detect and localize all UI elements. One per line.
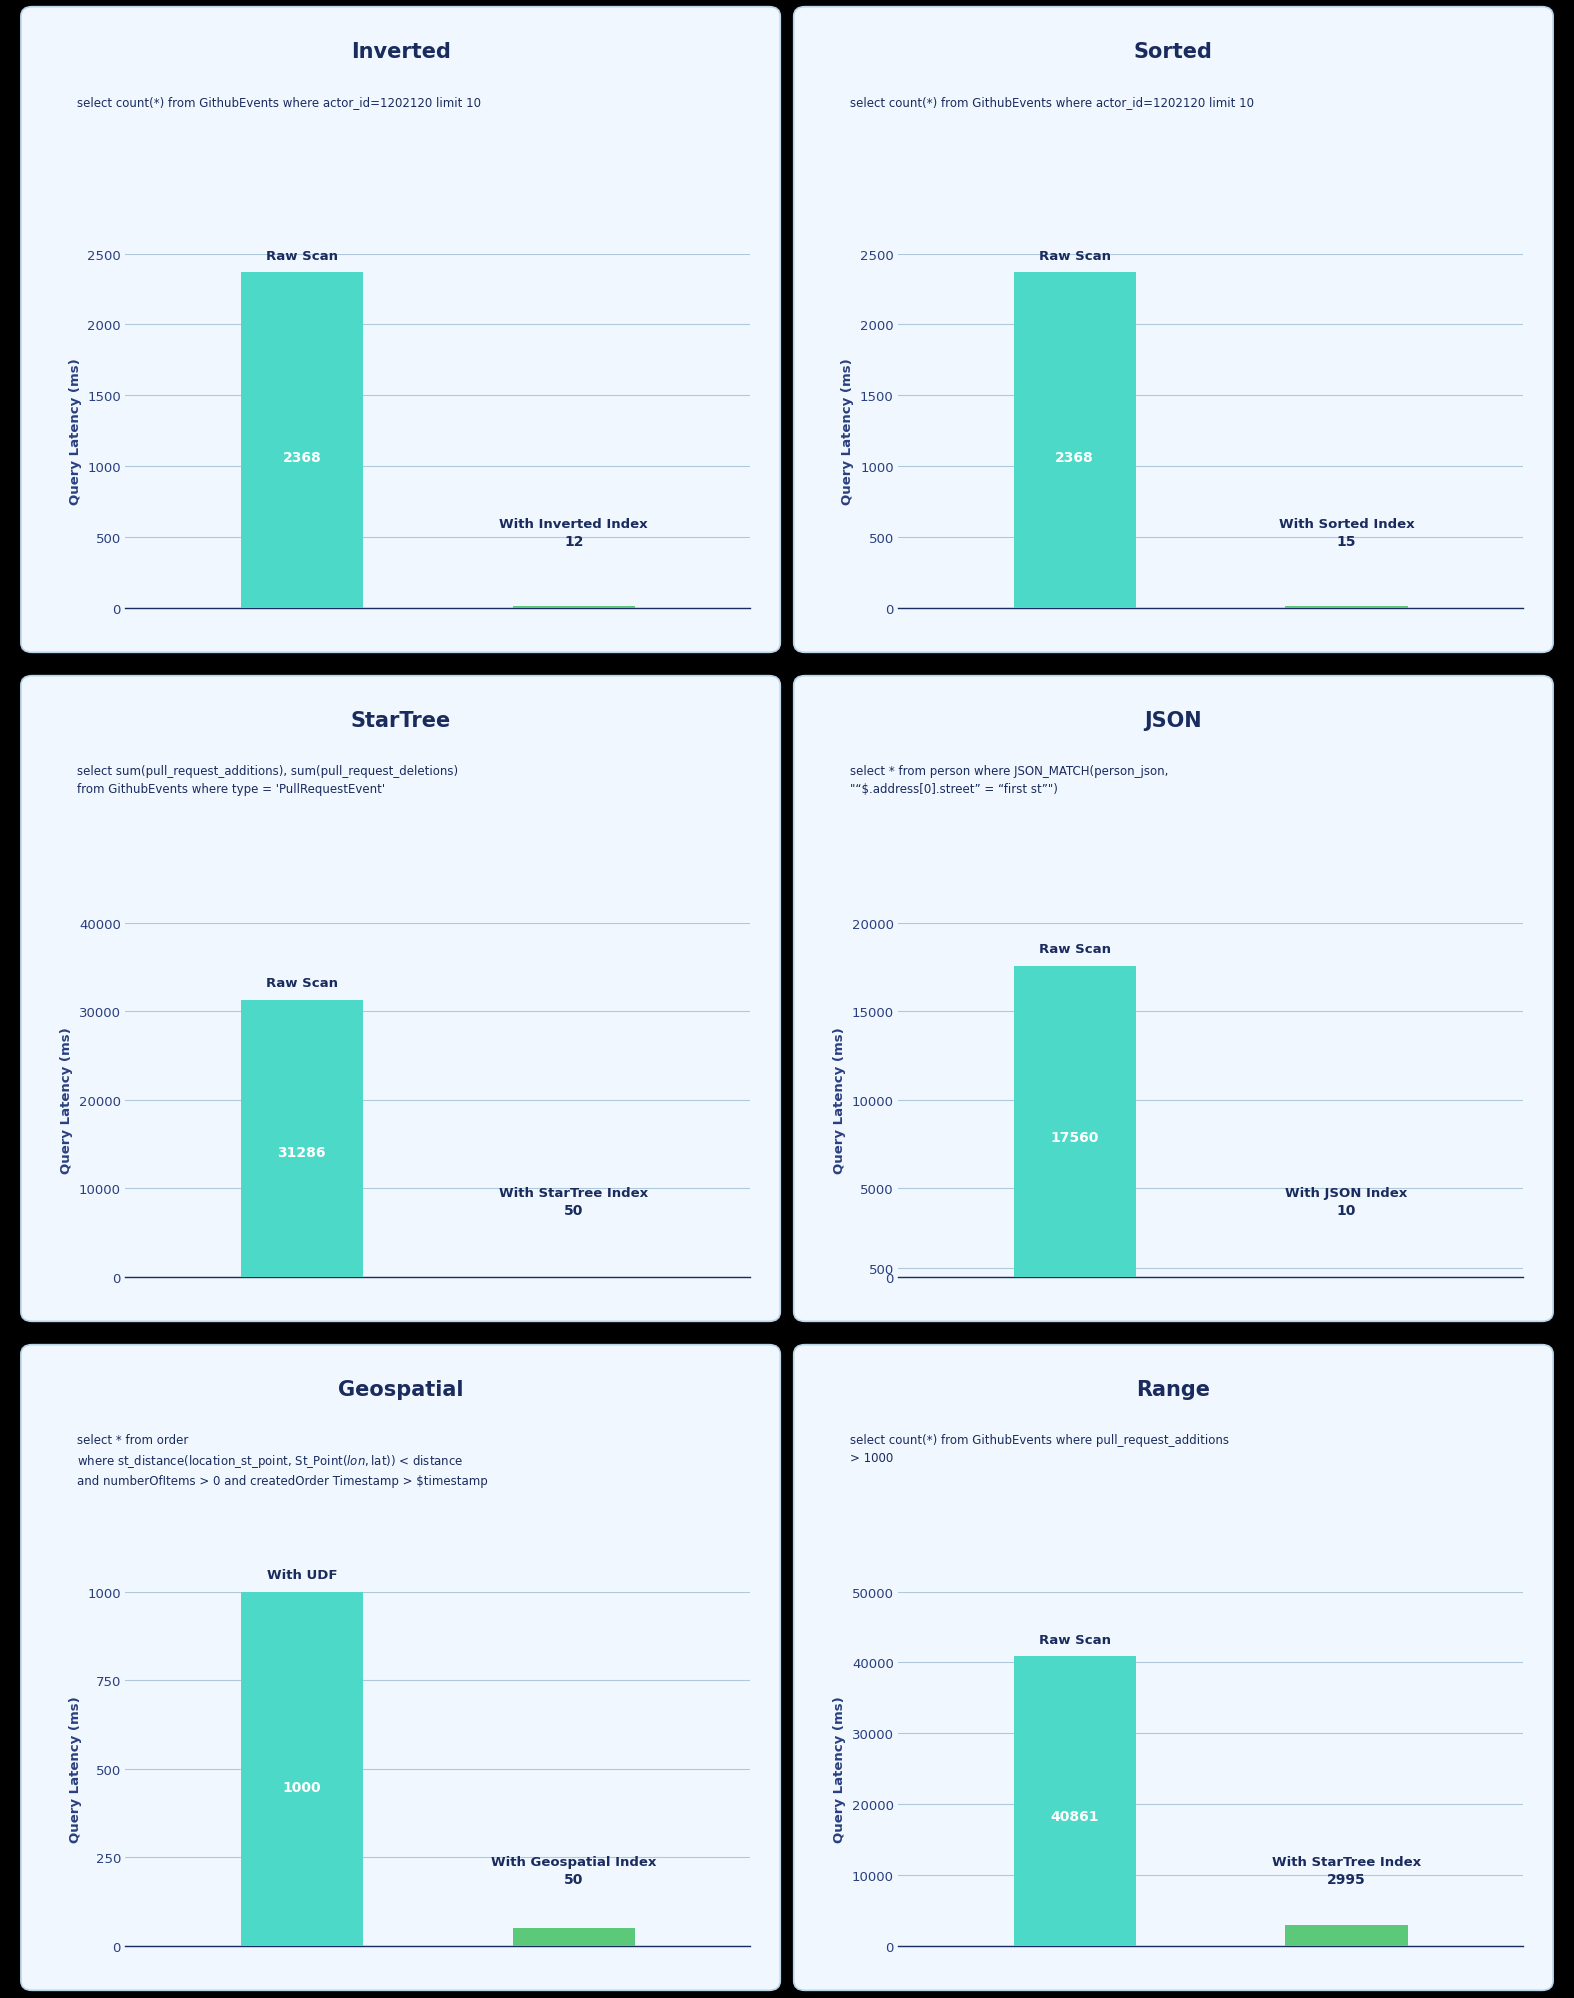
Y-axis label: Query Latency (ms): Query Latency (ms): [833, 1696, 847, 1842]
FancyBboxPatch shape: [793, 8, 1554, 653]
Bar: [241, 1001, 364, 1277]
Bar: [1286, 1924, 1407, 1946]
Text: Geospatial: Geospatial: [338, 1381, 463, 1401]
Text: JSON: JSON: [1144, 711, 1203, 731]
Bar: [513, 1928, 634, 1946]
Bar: [1014, 1656, 1136, 1946]
Text: Raw Scan: Raw Scan: [266, 250, 338, 262]
Text: select count(*) from GithubEvents where actor_id=1202120 limit 10: select count(*) from GithubEvents where …: [77, 96, 480, 110]
Bar: [1014, 967, 1136, 1277]
Y-axis label: Query Latency (ms): Query Latency (ms): [69, 1696, 82, 1842]
Text: With UDF: With UDF: [266, 1568, 337, 1580]
Text: Sorted: Sorted: [1133, 42, 1214, 62]
Text: 17560: 17560: [1050, 1131, 1099, 1145]
Text: 15: 15: [1336, 533, 1357, 547]
Y-axis label: Query Latency (ms): Query Latency (ms): [60, 1027, 74, 1173]
FancyBboxPatch shape: [793, 1345, 1554, 1990]
Text: Raw Scan: Raw Scan: [266, 977, 338, 989]
Text: 10: 10: [1336, 1203, 1357, 1217]
Text: 2368: 2368: [1055, 452, 1094, 466]
Text: With Geospatial Index: With Geospatial Index: [491, 1854, 656, 1868]
Text: 50: 50: [563, 1872, 584, 1886]
Text: Raw Scan: Raw Scan: [1039, 250, 1111, 262]
FancyBboxPatch shape: [20, 8, 781, 653]
Bar: [1286, 607, 1407, 609]
Y-axis label: Query Latency (ms): Query Latency (ms): [842, 358, 855, 505]
Text: 2995: 2995: [1327, 1872, 1366, 1886]
Text: Raw Scan: Raw Scan: [1039, 1632, 1111, 1646]
Y-axis label: Query Latency (ms): Query Latency (ms): [833, 1027, 847, 1173]
Text: select count(*) from GithubEvents where actor_id=1202120 limit 10: select count(*) from GithubEvents where …: [850, 96, 1253, 110]
Text: Inverted: Inverted: [351, 42, 450, 62]
Bar: [1014, 274, 1136, 609]
Text: StarTree: StarTree: [351, 711, 450, 731]
FancyBboxPatch shape: [793, 675, 1554, 1323]
FancyBboxPatch shape: [20, 1345, 781, 1990]
Text: Range: Range: [1136, 1381, 1210, 1401]
Text: 40861: 40861: [1050, 1808, 1099, 1822]
Text: With Sorted Index: With Sorted Index: [1278, 517, 1415, 531]
Text: 12: 12: [563, 533, 584, 547]
Bar: [241, 274, 364, 609]
Text: select * from order
where st_distance(location_st_point, St_Point($lon, $lat)) <: select * from order where st_distance(lo…: [77, 1433, 488, 1489]
Text: 50: 50: [563, 1203, 584, 1217]
Text: With StarTree Index: With StarTree Index: [499, 1187, 648, 1199]
Text: With JSON Index: With JSON Index: [1286, 1187, 1407, 1199]
Text: Raw Scan: Raw Scan: [1039, 943, 1111, 955]
Text: With StarTree Index: With StarTree Index: [1272, 1854, 1421, 1868]
Bar: [241, 1592, 364, 1946]
Y-axis label: Query Latency (ms): Query Latency (ms): [69, 358, 82, 505]
Text: select count(*) from GithubEvents where pull_request_additions
> 1000: select count(*) from GithubEvents where …: [850, 1433, 1229, 1465]
Text: select sum(pull_request_additions), sum(pull_request_deletions)
from GithubEvent: select sum(pull_request_additions), sum(…: [77, 765, 458, 795]
Text: With Inverted Index: With Inverted Index: [499, 517, 648, 531]
Text: 31286: 31286: [277, 1145, 326, 1159]
FancyBboxPatch shape: [20, 675, 781, 1323]
Text: 2368: 2368: [282, 452, 321, 466]
Text: select * from person where JSON_MATCH(person_json,
"“$.address[0].street” = “fir: select * from person where JSON_MATCH(pe…: [850, 765, 1168, 795]
Text: 1000: 1000: [283, 1780, 321, 1794]
